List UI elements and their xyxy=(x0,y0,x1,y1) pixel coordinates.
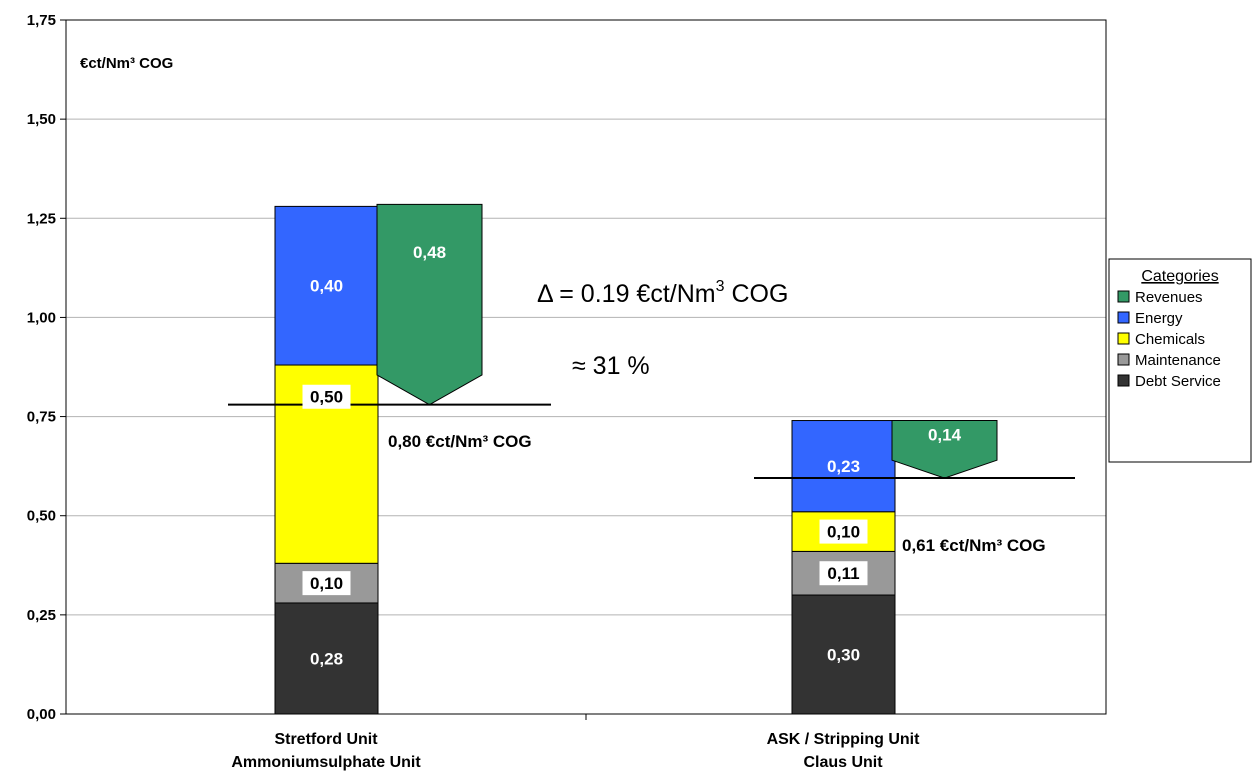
segment-value-label: 0,11 xyxy=(827,564,859,583)
x-category-label: Claus Unit xyxy=(803,754,883,771)
segment-label-box xyxy=(302,384,351,409)
y-tick-label: 1,00 xyxy=(27,309,56,326)
segment-value-label: 0,10 xyxy=(310,574,343,593)
delta-annotation: Δ = 0.19 €ct/Nm3 COG xyxy=(537,278,788,308)
axes: 0,00 0,25 0,50 0,75 1,00 1,25 1,50 1,75 Stretfor… xyxy=(27,12,1107,771)
legend-entry-label: Debt Service xyxy=(1135,373,1221,390)
y-tick-label: 1,50 xyxy=(27,111,56,128)
gridlines xyxy=(66,19,1106,616)
segment-value-label: 0,23 xyxy=(827,457,860,476)
percent-annotation: ≈ 31 % xyxy=(572,352,650,380)
revenue-value-label: 0,14 xyxy=(928,425,962,444)
bar-segment-energy xyxy=(791,420,896,513)
delta-suffix: COG xyxy=(725,280,789,308)
segment-labels: 0,28 0,10 0,50 0,40 0,30 0,11 0,10 0,23 0,48 0,14… xyxy=(302,243,1046,668)
segment-value-label: 0,50 xyxy=(310,388,343,407)
legend-swatch xyxy=(1117,290,1130,303)
bar-segment-debt-service xyxy=(791,594,896,715)
net-cost-label: 0,80 €ct/Nm³ COG xyxy=(388,432,532,451)
legend-entry-label: Revenues xyxy=(1135,289,1203,306)
revenue-arrows xyxy=(376,203,998,479)
y-tick-label: 1,25 xyxy=(27,210,56,227)
delta-superscript: 3 xyxy=(716,278,725,295)
net-cost-label: 0,61 €ct/Nm³ COG xyxy=(902,536,1046,555)
y-tick-label: 0,00 xyxy=(27,706,56,723)
legend-swatch xyxy=(1117,374,1130,387)
y-axis-unit-label: €ct/Nm³ COG xyxy=(80,55,173,72)
segment-label-box xyxy=(819,519,868,544)
stacked-bars xyxy=(274,205,896,715)
segment-value-label: 0,28 xyxy=(310,649,343,668)
y-tick-label: 0,75 xyxy=(27,409,56,426)
revenue-arrow xyxy=(376,203,483,406)
legend-swatch xyxy=(1117,311,1130,324)
segment-label-box xyxy=(302,571,351,596)
x-category-label: Stretford Unit xyxy=(274,731,378,748)
net-cost-lines xyxy=(228,403,1075,480)
legend-box xyxy=(1108,258,1252,463)
revenue-value-label: 0,48 xyxy=(413,243,446,262)
y-tick-label: 0,50 xyxy=(27,508,56,525)
legend-entry-label: Maintenance xyxy=(1135,352,1221,369)
delta-prefix: Δ = 0.19 €ct/Nm xyxy=(537,280,716,308)
x-category-label: ASK / Stripping Unit xyxy=(767,731,921,748)
segment-value-label: 0,10 xyxy=(827,523,860,542)
x-category-label: Ammoniumsulphate Unit xyxy=(231,754,421,771)
legend-swatch xyxy=(1117,332,1130,345)
legend-entry-label: Energy xyxy=(1135,310,1183,327)
segment-value-label: 0,40 xyxy=(310,277,343,296)
legend-swatch xyxy=(1117,353,1130,366)
segment-value-label: 0,30 xyxy=(827,646,860,665)
segment-label-box xyxy=(819,561,868,586)
legend-entry-label: Chemicals xyxy=(1135,331,1205,348)
bar-segment-energy xyxy=(274,205,379,366)
legend: Categories Revenues Energy Chemicals Mainte… xyxy=(1108,258,1252,463)
y-tick-label: 0,25 xyxy=(27,607,56,624)
legend-entries: Revenues Energy Chemicals Maintenance Debt S… xyxy=(1117,289,1221,390)
legend-title: Categories xyxy=(1141,268,1218,285)
bar-segment-debt-service xyxy=(274,602,379,715)
y-tick-label: 1,75 xyxy=(27,12,56,29)
revenue-arrow xyxy=(891,420,998,479)
